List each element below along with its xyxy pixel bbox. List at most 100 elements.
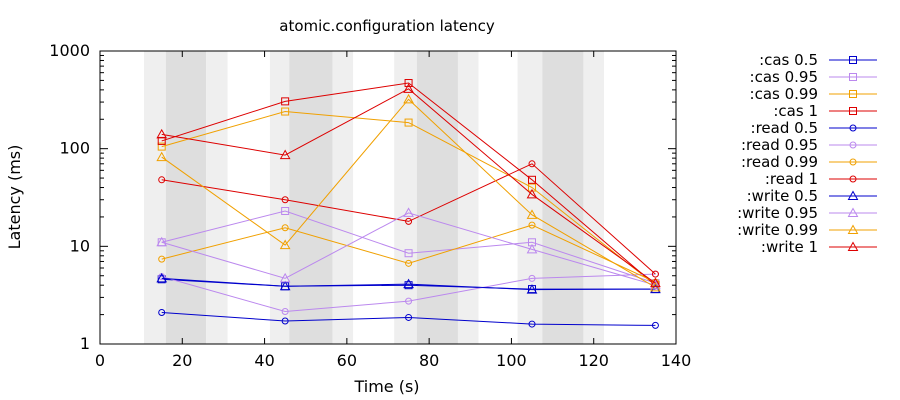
- legend-marker: [847, 241, 859, 251]
- legend-label: :read 0.5: [751, 119, 818, 137]
- series-line: [161, 163, 656, 275]
- legend-marker: [849, 107, 857, 115]
- data-point: [405, 217, 413, 225]
- data-point: [281, 308, 289, 316]
- series-line: [161, 210, 656, 284]
- data-point: [405, 259, 413, 267]
- data-point: [405, 297, 413, 305]
- data-point: [279, 280, 291, 291]
- axis-ticks: 0 20 40 60 80 100 120 140 1 10 100 1000: [49, 41, 691, 370]
- data-point: [156, 151, 168, 162]
- x-tick-label: 120: [578, 351, 609, 370]
- legend-marker: [847, 207, 859, 217]
- series-line: [161, 277, 656, 291]
- series-read-0-5: [158, 309, 659, 329]
- data-point: [651, 270, 659, 278]
- data-point: [281, 224, 289, 232]
- legend-label: :cas 0.99: [750, 85, 818, 103]
- series-line: [161, 111, 656, 286]
- legend-label: :write 0.99: [737, 221, 818, 239]
- series-line: [161, 98, 656, 288]
- data-point: [528, 221, 536, 229]
- x-axis-label: Time (s): [353, 377, 419, 396]
- legend-label: :read 0.99: [741, 153, 818, 171]
- data-point: [404, 79, 413, 88]
- data-point: [404, 249, 413, 258]
- shaded-band: [457, 51, 479, 344]
- data-point: [279, 239, 291, 250]
- legend-marker: [847, 190, 859, 200]
- series-line: [161, 224, 656, 283]
- data-point: [526, 284, 538, 294]
- data-point: [158, 176, 166, 184]
- data-point: [528, 274, 536, 282]
- x-tick-label: 60: [337, 351, 357, 370]
- legend-marker: [849, 158, 857, 166]
- series-read-1: [158, 160, 659, 278]
- legend: :cas 0.5:cas 0.95:cas 0.99:cas 1:read 0.…: [737, 51, 877, 256]
- data-point: [528, 175, 536, 184]
- legend-label: :read 1: [765, 170, 818, 188]
- data-point: [279, 149, 291, 160]
- shaded-band: [583, 51, 604, 344]
- shaded-band: [206, 51, 228, 344]
- shaded-band: [542, 51, 584, 344]
- x-tick-label: 20: [172, 351, 192, 370]
- series-line: [161, 212, 656, 286]
- y-axis-label: Latency (ms): [5, 145, 24, 250]
- series-line: [161, 88, 656, 284]
- data-point: [403, 93, 414, 104]
- series-write-1: [156, 83, 661, 288]
- shaded-band: [332, 51, 354, 344]
- data-point: [156, 128, 168, 139]
- data-point: [279, 272, 291, 283]
- data-point: [157, 142, 166, 151]
- shaded-band: [165, 51, 207, 344]
- legend-label: :write 0.95: [737, 204, 818, 222]
- data-point: [528, 160, 536, 168]
- series-line: [161, 273, 656, 313]
- legend-marker: [849, 141, 857, 149]
- legend-label: :cas 0.95: [750, 68, 818, 86]
- series-line: [161, 82, 656, 286]
- legend-marker: [849, 73, 857, 81]
- shaded-band: [269, 51, 290, 344]
- x-tick-label: 0: [95, 351, 105, 370]
- data-point: [528, 183, 536, 192]
- legend-label: :cas 1: [773, 102, 818, 120]
- data-point: [156, 236, 168, 247]
- data-point: [650, 279, 661, 290]
- data-point: [405, 313, 413, 321]
- data-point: [281, 107, 290, 116]
- data-point: [526, 188, 538, 199]
- data-point: [281, 207, 290, 216]
- data-point: [281, 317, 289, 325]
- plot-border: [99, 50, 677, 345]
- shaded-band: [416, 51, 458, 344]
- data-point: [651, 321, 659, 329]
- legend-marker: [847, 224, 859, 234]
- x-tick-label: 80: [419, 351, 439, 370]
- legend-marker: [849, 124, 857, 132]
- data-point: [403, 83, 414, 93]
- y-tick-label: 1000: [49, 41, 90, 60]
- y-tick-label: 10: [70, 236, 90, 255]
- series-write-0-95: [156, 207, 661, 290]
- shaded-band: [144, 51, 166, 344]
- legend-marker: [849, 56, 857, 64]
- y-tick-label: 1: [80, 334, 90, 353]
- data-point: [158, 309, 166, 317]
- data-point: [528, 320, 536, 328]
- legend-label: :cas 0.5: [759, 51, 818, 69]
- data-point: [403, 207, 414, 217]
- plot-frame: [99, 50, 677, 345]
- data-point: [650, 277, 661, 288]
- x-tick-label: 40: [254, 351, 274, 370]
- series-line: [161, 312, 656, 326]
- legend-marker: [849, 90, 857, 98]
- data-point: [281, 196, 289, 204]
- legend-label: :write 0.5: [747, 187, 818, 205]
- series-lines: [156, 79, 661, 329]
- data-point: [156, 272, 168, 283]
